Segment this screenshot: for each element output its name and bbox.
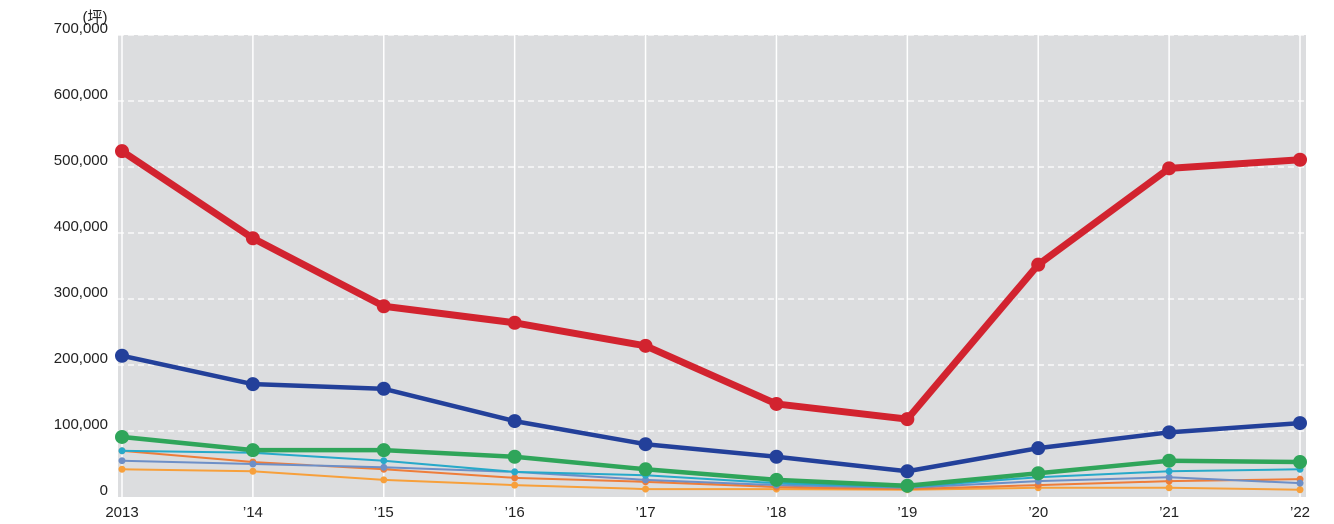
data-point — [1165, 484, 1173, 492]
data-point — [1293, 416, 1307, 431]
data-point — [638, 437, 653, 452]
data-point — [507, 315, 522, 330]
y-tick-label: 0 — [100, 482, 108, 499]
data-point — [376, 381, 391, 396]
data-point — [642, 485, 650, 493]
data-point — [1165, 473, 1173, 481]
data-point — [1031, 466, 1046, 481]
data-point — [900, 412, 915, 427]
y-tick-label: 200,000 — [54, 350, 108, 367]
y-tick-label: 500,000 — [54, 152, 108, 169]
data-point — [1162, 453, 1177, 468]
data-point — [380, 457, 388, 465]
series-line — [121, 459, 1301, 489]
series-line — [120, 148, 1301, 423]
data-point — [115, 429, 129, 444]
x-tick-label: ’17 — [636, 504, 656, 521]
data-point — [900, 464, 915, 479]
data-point — [245, 377, 260, 392]
series-line — [121, 468, 1301, 491]
data-point — [249, 460, 257, 468]
data-point — [380, 463, 388, 471]
data-point — [115, 348, 129, 363]
x-tick-label: ’21 — [1159, 504, 1179, 521]
y-tick-label: 600,000 — [54, 86, 108, 103]
data-point — [118, 447, 126, 455]
data-point — [638, 338, 653, 353]
data-point — [1293, 152, 1307, 167]
y-axis-unit: (坪) — [83, 9, 108, 26]
data-point — [1165, 467, 1173, 475]
data-point — [507, 414, 522, 429]
series-line — [121, 449, 1301, 489]
data-point — [118, 457, 126, 465]
data-point — [1031, 441, 1046, 456]
data-point — [511, 481, 519, 489]
series-line — [121, 353, 1301, 474]
x-tick-label: 2013 — [105, 504, 138, 521]
x-tick-label: ’14 — [243, 504, 263, 521]
data-point — [1162, 161, 1177, 176]
series-line — [121, 434, 1301, 489]
y-tick-label: 700,000 — [54, 20, 108, 37]
data-point — [115, 144, 129, 159]
data-point — [900, 478, 915, 493]
y-tick-label: 400,000 — [54, 218, 108, 235]
data-point — [638, 462, 653, 477]
plot-background — [118, 35, 1306, 497]
data-point — [769, 396, 784, 411]
data-point — [507, 449, 522, 464]
x-tick-label: ’18 — [766, 504, 786, 521]
x-tick-label: ’22 — [1290, 504, 1310, 521]
data-point — [1162, 425, 1177, 440]
data-point — [769, 449, 784, 464]
data-point — [511, 474, 519, 482]
data-point — [376, 443, 391, 458]
data-point — [769, 472, 784, 487]
x-tick-label: ’20 — [1028, 504, 1048, 521]
data-point — [245, 443, 260, 458]
y-tick-label: 100,000 — [54, 416, 108, 433]
data-point — [118, 465, 126, 473]
data-point — [245, 231, 260, 246]
data-point — [376, 299, 391, 314]
data-point — [1296, 486, 1304, 494]
data-point — [249, 467, 257, 475]
data-point — [1296, 479, 1304, 487]
y-tick-label: 300,000 — [54, 284, 108, 301]
data-point — [511, 468, 519, 476]
data-point — [1293, 455, 1307, 470]
data-point — [380, 476, 388, 484]
x-tick-label: ’16 — [505, 504, 525, 521]
data-point — [1031, 257, 1046, 272]
x-tick-label: ’15 — [374, 504, 394, 521]
x-tick-label: ’19 — [897, 504, 917, 521]
